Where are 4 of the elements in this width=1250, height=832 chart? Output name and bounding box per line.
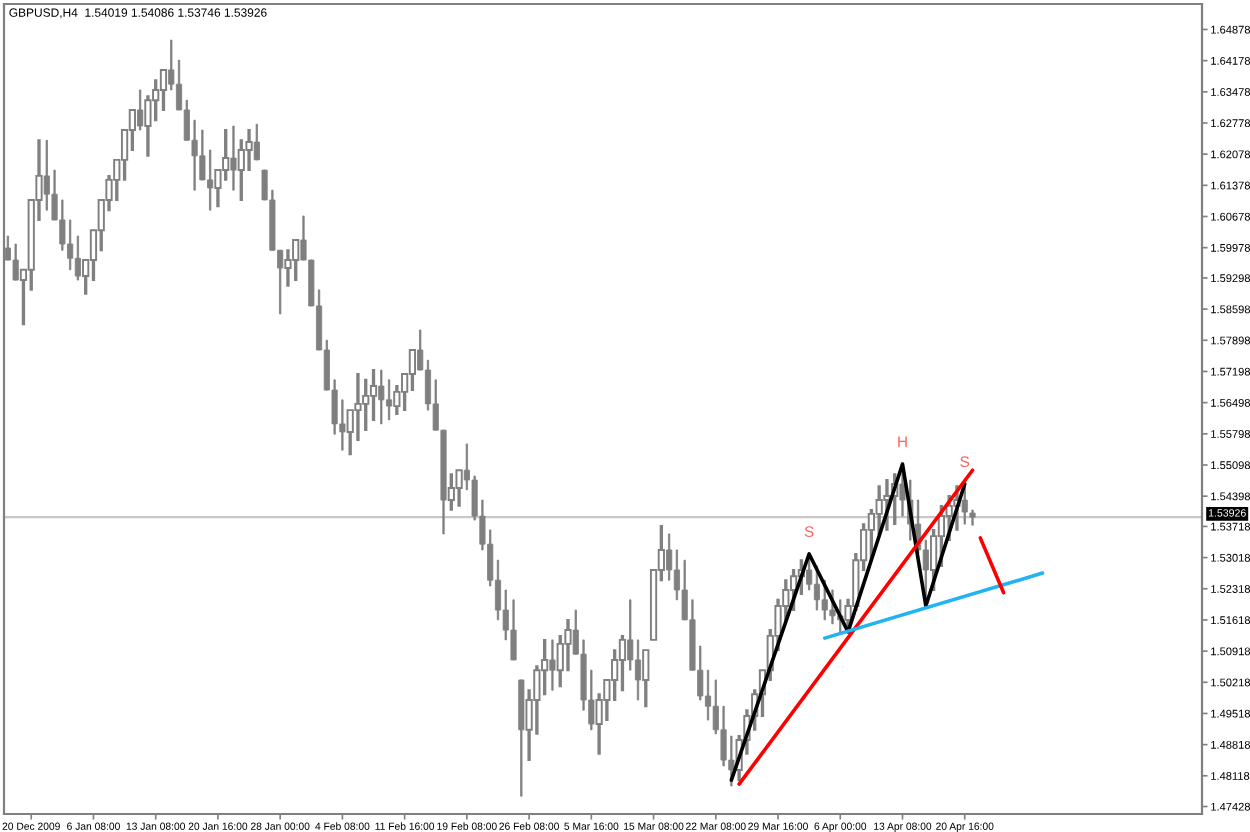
- candlestick: [549, 639, 556, 691]
- candlestick: [518, 679, 525, 797]
- candlestick: [378, 369, 385, 425]
- candlestick: [961, 483, 968, 525]
